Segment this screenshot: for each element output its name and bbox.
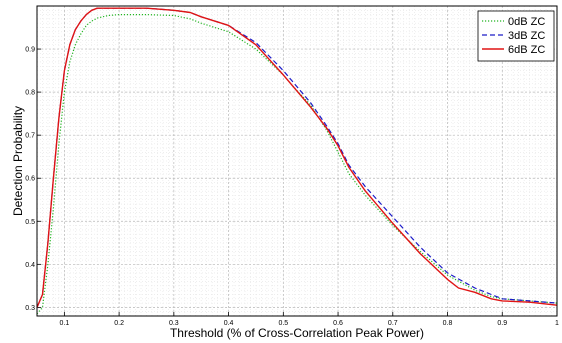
x-tick-label: 0.5 [278,320,288,327]
x-tick-label: 0.1 [60,320,70,327]
y-tick-label: 0.9 [25,47,35,54]
x-tick-label: 1 [555,320,559,327]
axis-ticks: 0.1 0.2 0.3 0.4 0.5 0.6 0.7 0.8 0.9 1 0.3 0.4 0.5 0.6… [25,47,559,327]
y-tick-label: 0.4 [25,262,35,269]
y-tick-label: 0.6 [25,176,35,183]
legend-box [477,10,555,62]
y-tick-label: 0.7 [25,133,35,140]
legend-label: 6dB ZC [508,44,545,56]
series-line-2 [36,7,558,308]
plot-frame [36,5,558,317]
x-tick-label: 0.4 [224,320,234,327]
y-tick-label: 0.3 [25,305,35,312]
legend-label: 3dB ZC [508,30,545,42]
legend-label: 0dB ZC [508,16,545,28]
x-tick-label: 0.8 [443,320,453,327]
x-tick-label: 0.7 [388,320,398,327]
legend: 0dB ZC 3dB ZC 6dB ZC [477,10,555,62]
y-tick-label: 0.5 [25,219,35,226]
grid [36,5,558,317]
series-layer [36,7,558,315]
series-line-0 [36,14,558,315]
x-tick-label: 0.6 [333,320,343,327]
x-tick-label: 0.2 [114,320,124,327]
x-tick-label: 0.9 [497,320,507,327]
x-tick-label: 0.3 [169,320,179,327]
y-axis-label: Detection Probability [11,106,25,216]
y-tick-label: 0.8 [25,90,35,97]
x-axis-label: Threshold (% of Cross-Correlation Peak P… [170,326,424,340]
